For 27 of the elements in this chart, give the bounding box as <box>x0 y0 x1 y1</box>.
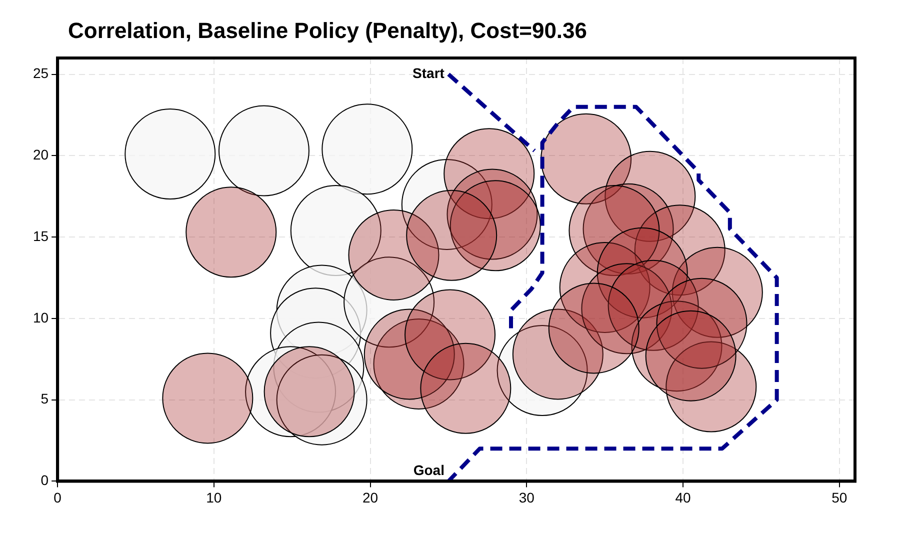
y-tick-label: 0 <box>40 472 49 488</box>
line-series <box>446 104 779 482</box>
x-tick-label: 0 <box>54 489 62 506</box>
annotation: Start <box>412 65 445 82</box>
y-tick-label: 25 <box>32 65 49 82</box>
y-tick-label: 5 <box>40 390 49 407</box>
annotation: Goal <box>413 462 444 478</box>
y-tick-label: 15 <box>32 228 49 244</box>
point <box>124 108 216 200</box>
point <box>548 282 640 374</box>
point <box>406 190 498 281</box>
y-tick-label: 10 <box>32 309 49 326</box>
point <box>162 352 254 444</box>
point <box>264 346 355 438</box>
chart-title: Correlation, Baseline Policy (Penalty), Cost=90.36 <box>68 18 588 44</box>
x-tick-label: 30 <box>518 489 535 506</box>
point <box>218 105 310 196</box>
y-tick-label: 20 <box>32 146 49 163</box>
point <box>186 186 277 278</box>
x-tick-label: 10 <box>206 489 222 506</box>
point <box>290 185 382 276</box>
point <box>322 104 413 195</box>
x-tick-label: 50 <box>832 489 848 506</box>
x-tick-label: 40 <box>675 489 692 506</box>
x-tick-label: 20 <box>362 489 378 506</box>
point <box>420 342 512 434</box>
point <box>645 310 736 402</box>
